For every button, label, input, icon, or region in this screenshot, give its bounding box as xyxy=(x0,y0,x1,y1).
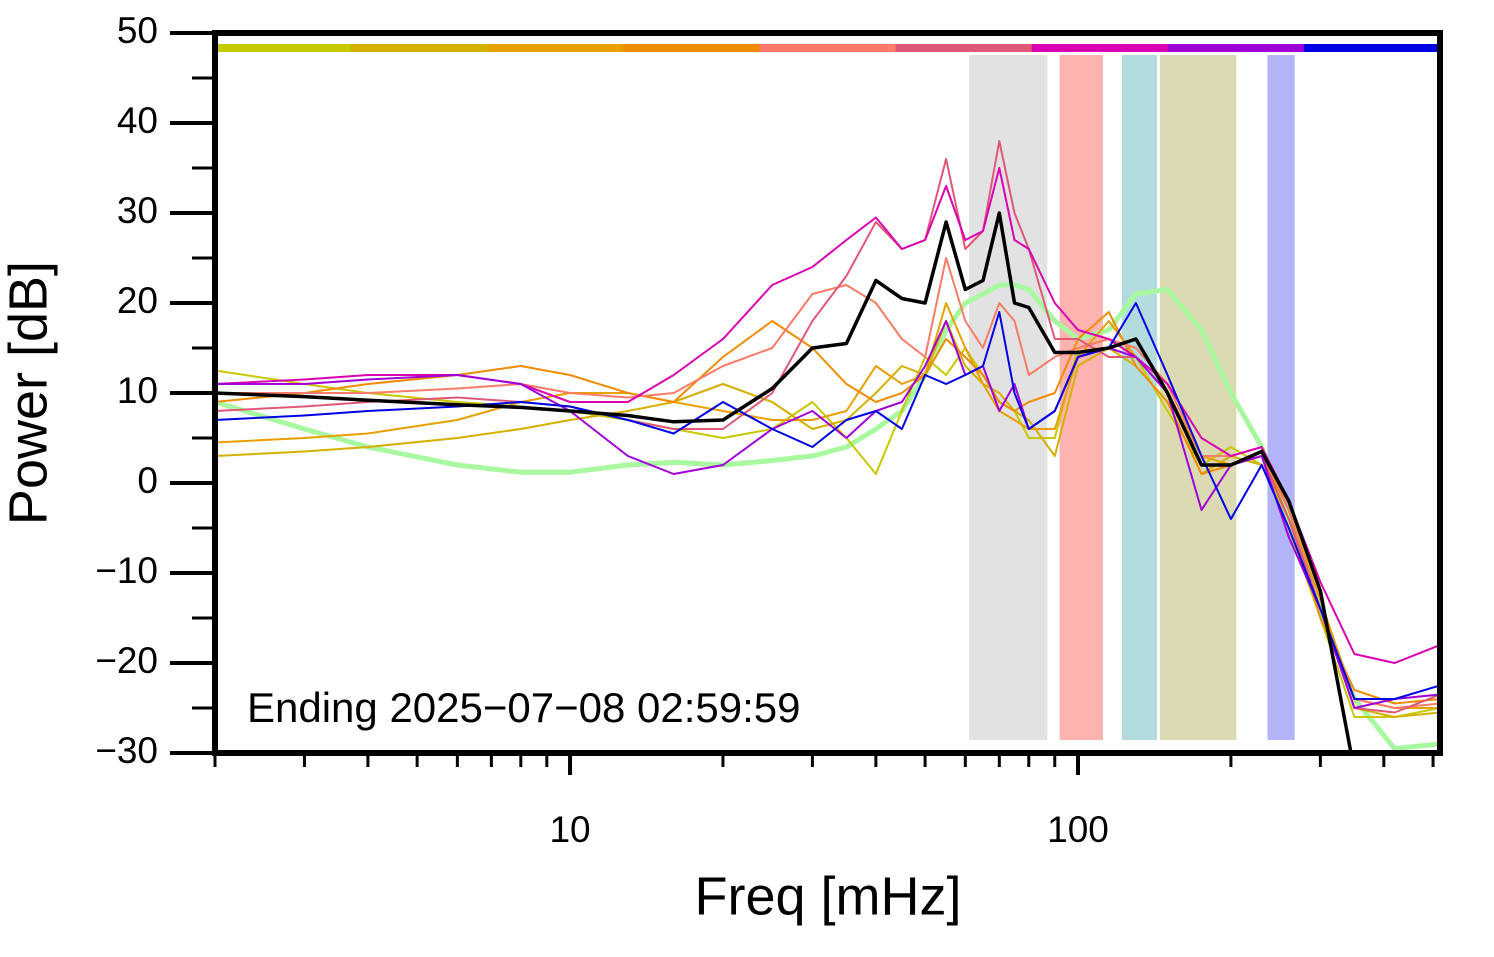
bands xyxy=(968,55,1295,740)
color-bar-segment xyxy=(1167,44,1305,52)
x-axis-title: Freq [mHz] xyxy=(694,866,961,926)
y-tick-label: 40 xyxy=(117,100,158,141)
color-bar-segment xyxy=(1303,44,1441,52)
color-bar xyxy=(215,44,1441,52)
band xyxy=(1059,55,1104,740)
y-tick-label: −30 xyxy=(95,730,158,771)
series-line xyxy=(215,211,1353,753)
x-tick-label: 100 xyxy=(1047,809,1109,850)
color-bar-segment xyxy=(487,44,624,52)
y-tick-label: 50 xyxy=(117,10,158,51)
color-bar-segment xyxy=(215,44,352,52)
series-line xyxy=(215,167,1440,664)
color-bar-segment xyxy=(759,44,897,52)
band xyxy=(968,55,1048,740)
color-bar-segment xyxy=(623,44,760,52)
annotation: Ending 2025−07−08 02:59:59 xyxy=(247,684,801,731)
x-tick-label: 10 xyxy=(549,809,590,850)
band xyxy=(1267,55,1295,740)
lines xyxy=(215,140,1440,753)
y-tick-label: −20 xyxy=(95,640,158,681)
series-line xyxy=(215,282,1440,751)
band xyxy=(1121,55,1157,740)
axes: −30 −20 −10 0 10 20 30 40 50 10 100 xyxy=(95,10,1435,850)
y-axis-title: Power [dB] xyxy=(0,261,58,525)
y-tick-label: 30 xyxy=(117,190,158,231)
color-bar-segment xyxy=(1031,44,1169,52)
band xyxy=(1159,55,1237,740)
color-bar-segment xyxy=(351,44,488,52)
y-tick-label: 20 xyxy=(117,280,158,321)
y-tick-label: 10 xyxy=(117,370,158,411)
color-bar-segment xyxy=(895,44,1033,52)
y-tick-label: −10 xyxy=(95,550,158,591)
y-tick-label: 0 xyxy=(137,460,158,501)
